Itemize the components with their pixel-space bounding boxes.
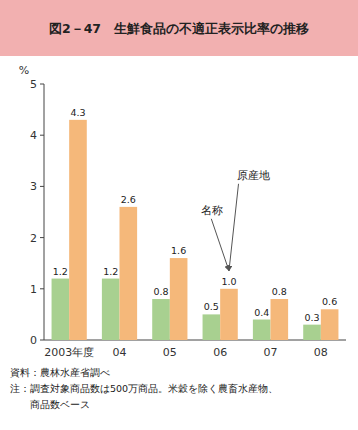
bar <box>69 120 87 340</box>
bar <box>52 279 70 340</box>
y-tick <box>40 237 44 238</box>
data-label: 1.6 <box>171 245 186 256</box>
data-label: 0.4 <box>254 307 269 318</box>
x-tick-label: 07 <box>264 346 278 359</box>
annotation: 名称 <box>201 204 223 216</box>
bar <box>253 320 271 340</box>
footnote: 注：調査対象商品数は500万商品。米穀を除く農畜水産物、 <box>10 383 278 394</box>
chart: 図2－47 生鮮食品の不適正表示比率の推移 0 1 2 3 4 5% 2003年度 04 05 06… <box>0 0 358 430</box>
x-tick-label: 06 <box>213 346 227 359</box>
x-tick-label: 04 <box>113 346 127 359</box>
data-label: 2.6 <box>121 194 136 205</box>
title-band <box>0 0 358 56</box>
y-axis-line <box>44 84 45 340</box>
y-tick-label: 2 <box>30 232 37 245</box>
data-label: 0.3 <box>304 312 319 323</box>
data-label: 1.2 <box>53 266 68 277</box>
y-tick <box>40 186 44 187</box>
bar <box>170 258 188 340</box>
bar <box>120 207 138 340</box>
annotation-arrow <box>211 219 229 271</box>
y-tick-label: 5 <box>30 78 37 91</box>
x-tick-label: 05 <box>163 346 177 359</box>
data-label: 1.2 <box>103 266 118 277</box>
bar <box>102 279 120 340</box>
y-tick-label: 4 <box>30 129 37 142</box>
y-tick-label: 3 <box>30 180 37 193</box>
x-tick-label: 2003年度 <box>44 346 94 359</box>
bar <box>152 299 170 340</box>
y-tick <box>40 135 44 136</box>
y-tick <box>40 340 44 341</box>
data-label: 4.3 <box>70 107 85 118</box>
data-label: 0.8 <box>272 286 287 297</box>
y-tick <box>40 84 44 85</box>
footnote: 商品数ベース <box>10 399 90 410</box>
y-tick-label: 0 <box>30 334 37 347</box>
data-label: 1.0 <box>221 276 236 287</box>
bar <box>220 289 238 340</box>
bar <box>203 314 221 340</box>
footnote: 資料：農林水産省調べ <box>10 367 110 378</box>
y-axis-label: % <box>19 64 29 77</box>
bar <box>271 299 289 340</box>
x-tick-label: 08 <box>314 346 328 359</box>
bars <box>52 120 339 340</box>
bar <box>321 309 339 340</box>
title: 図2－47 生鮮食品の不適正表示比率の推移 <box>49 21 309 36</box>
y-tick <box>40 288 44 289</box>
data-label: 0.5 <box>204 301 219 312</box>
y-tick-label: 1 <box>30 283 37 296</box>
bar <box>303 325 321 340</box>
annotation: 原産地 <box>237 169 270 181</box>
data-label: 0.6 <box>322 296 337 307</box>
annotation-arrow <box>229 184 239 271</box>
x-axis-line <box>44 340 346 341</box>
data-label: 0.8 <box>153 286 168 297</box>
